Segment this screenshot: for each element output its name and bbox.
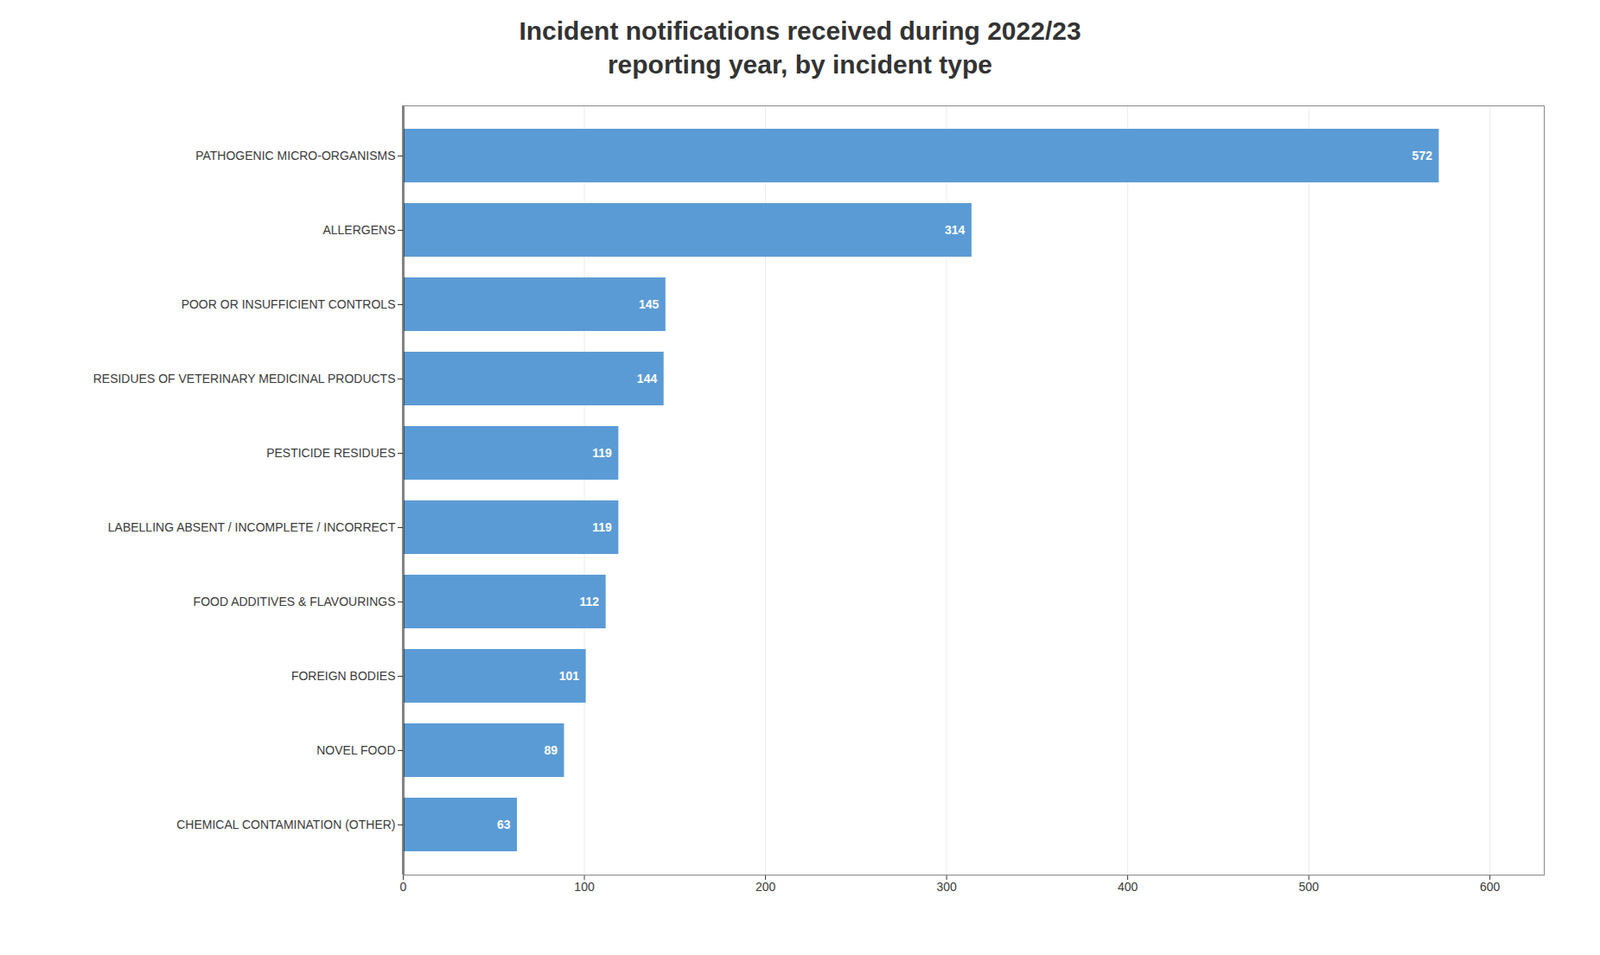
svg-text:200: 200 — [754, 879, 776, 894]
svg-text:500: 500 — [1298, 879, 1320, 894]
svg-text:0: 0 — [399, 879, 407, 894]
svg-text:ALLERGENS: ALLERGENS — [322, 223, 396, 237]
svg-text:RESIDUES OF VETERINARY MEDICIN: RESIDUES OF VETERINARY MEDICINAL PRODUCT… — [92, 371, 396, 386]
svg-text:300: 300 — [936, 879, 957, 894]
svg-text:100: 100 — [573, 879, 595, 894]
svg-text:CHEMICAL CONTAMINATION (OTHER): CHEMICAL CONTAMINATION (OTHER) — [176, 817, 396, 832]
svg-text:145: 145 — [637, 297, 659, 312]
svg-text:NOVEL FOOD: NOVEL FOOD — [316, 743, 396, 758]
svg-text:144: 144 — [636, 371, 657, 386]
svg-text:400: 400 — [1116, 879, 1138, 894]
svg-text:119: 119 — [592, 446, 612, 460]
svg-text:112: 112 — [579, 594, 600, 609]
svg-text:314: 314 — [944, 223, 966, 237]
svg-text:119: 119 — [592, 520, 612, 535]
svg-text:FOREIGN BODIES: FOREIGN BODIES — [290, 669, 396, 683]
svg-text:572: 572 — [1411, 148, 1433, 163]
svg-text:POOR OR INSUFFICIENT CONTROLS: POOR OR INSUFFICIENT CONTROLS — [180, 297, 396, 312]
svg-text:PESTICIDE RESIDUES: PESTICIDE RESIDUES — [266, 446, 396, 460]
svg-text:63: 63 — [496, 817, 510, 832]
svg-text:LABELLING ABSENT / INCOMPLETE: LABELLING ABSENT / INCOMPLETE / INCORREC… — [107, 520, 396, 535]
svg-text:600: 600 — [1478, 879, 1500, 894]
svg-text:101: 101 — [558, 669, 580, 683]
html-text:Incident notifications receive: Incident notifications received during 2… — [518, 16, 1082, 79]
svg-text:89: 89 — [543, 743, 558, 758]
svg-text:PATHOGENIC MICRO-ORGANISMS: PATHOGENIC MICRO-ORGANISMS — [195, 148, 396, 163]
svg-text:FOOD ADDITIVES & FLAVOURINGS: FOOD ADDITIVES & FLAVOURINGS — [192, 594, 396, 609]
